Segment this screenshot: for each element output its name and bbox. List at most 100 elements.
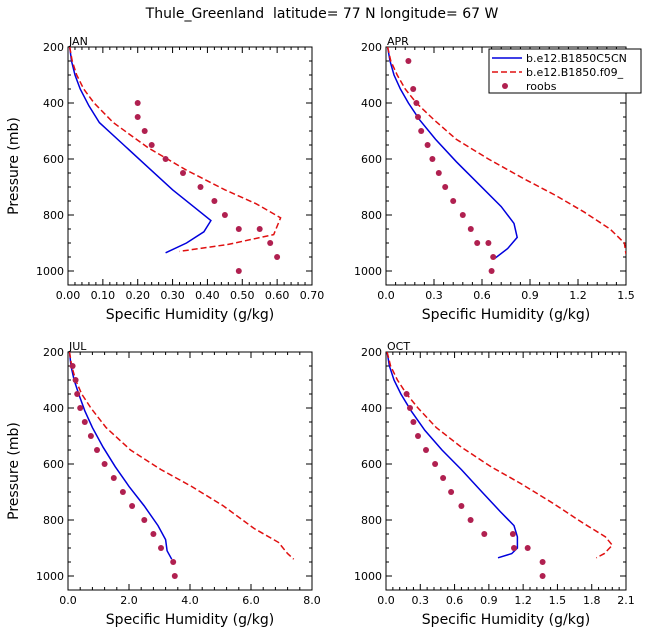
x-tick-label: 6.0 <box>242 594 260 607</box>
obs-point <box>69 363 76 369</box>
plot-frame <box>67 46 313 286</box>
obs-point <box>474 240 481 246</box>
x-tick-label: 1.8 <box>583 594 601 607</box>
y-tick-label: 400 <box>43 97 64 110</box>
obs-point <box>423 447 429 453</box>
x-axis-label: Specific Humidity (g/kg) <box>106 612 274 628</box>
y-tick-label: 200 <box>43 346 64 359</box>
obs-point <box>539 559 546 565</box>
obs-point <box>119 489 126 495</box>
obs-point <box>81 419 88 425</box>
obs-point <box>539 573 546 579</box>
obs-point <box>134 114 141 120</box>
x-tick-label: 1.5 <box>617 289 635 302</box>
x-tick-label: 0.6 <box>473 289 491 302</box>
y-tick-label: 1000 <box>36 570 64 583</box>
plot-area <box>68 47 282 274</box>
obs-point <box>429 156 436 162</box>
x-tick-label: 1.5 <box>549 594 567 607</box>
series-line-b-e12-b1850-f09 <box>386 47 626 255</box>
obs-point <box>490 254 497 260</box>
series-line-b-e12-b1850-f09 <box>386 352 614 559</box>
x-tick-label: 0.40 <box>195 289 220 302</box>
obs-point <box>418 128 425 134</box>
y-tick-label: 1000 <box>354 265 382 278</box>
x-tick-label: 0.9 <box>480 594 498 607</box>
series-line-b-e12-b1850-f09 <box>68 47 282 253</box>
x-tick-label: 0.0 <box>59 594 77 607</box>
x-tick-label: 0.0 <box>377 594 395 607</box>
panel-jan: 0.00 0.10 0.20 0.30 0.40 0.50 0.60 0.70 200 400 60… <box>6 35 324 323</box>
obs-point <box>424 142 431 148</box>
y-tick-label: 800 <box>43 209 64 222</box>
obs-point <box>405 58 412 64</box>
obs-point <box>509 531 516 537</box>
x-tick-label: 1.2 <box>514 594 532 607</box>
obs-point <box>170 559 177 565</box>
obs-point <box>180 170 186 176</box>
obs-point <box>197 184 204 190</box>
obs-point <box>74 391 81 397</box>
plot-area <box>386 352 614 579</box>
obs-point <box>158 545 164 551</box>
obs-point <box>511 545 517 551</box>
y-tick-label: 200 <box>43 41 64 54</box>
obs-point <box>101 461 108 467</box>
obs-point <box>413 100 420 106</box>
series-line-b-e12-b1850c5cn <box>68 352 173 560</box>
obs-point <box>435 170 442 176</box>
obs-point <box>459 212 466 218</box>
obs-point <box>467 517 474 523</box>
obs-point <box>235 226 242 232</box>
y-tick-label: 1000 <box>354 570 382 583</box>
obs-point <box>87 433 94 439</box>
x-axis-label: Specific Humidity (g/kg) <box>106 307 274 323</box>
legend-box <box>488 48 642 94</box>
x-tick-label: 0.6 <box>446 594 464 607</box>
plot-frame <box>385 351 627 591</box>
obs-point <box>410 419 417 425</box>
legend-marker-roobs <box>502 83 508 89</box>
y-tick-label: 800 <box>361 514 382 527</box>
figure-title: Thule_Greenland latitude= 77 N longitude… <box>145 6 499 22</box>
y-tick-label: 800 <box>43 514 64 527</box>
y-axis-label: Pressure (mb) <box>6 422 22 520</box>
panel-title: JAN <box>68 35 88 48</box>
obs-point <box>162 156 169 162</box>
x-tick-label: 0.20 <box>125 289 150 302</box>
x-tick-label: 0.9 <box>521 289 539 302</box>
obs-point <box>274 254 281 260</box>
obs-point <box>134 100 141 106</box>
y-tick-label: 400 <box>43 402 64 415</box>
x-axis-label: Specific Humidity (g/kg) <box>422 307 590 323</box>
x-tick-label: 8.0 <box>303 594 321 607</box>
legend-label: roobs <box>526 80 557 93</box>
obs-point <box>256 226 263 232</box>
x-tick-label: 1.2 <box>569 289 587 302</box>
obs-point <box>235 268 242 274</box>
panel-title: JUL <box>68 340 87 353</box>
obs-point <box>141 128 148 134</box>
x-tick-label: 0.60 <box>265 289 290 302</box>
panel-title: APR <box>387 35 409 48</box>
obs-point <box>148 142 155 148</box>
y-tick-label: 400 <box>361 97 382 110</box>
obs-point <box>481 531 488 537</box>
plot-area <box>386 47 626 274</box>
legend-label: b.e12.B1850.f09_ <box>526 66 624 79</box>
obs-point <box>524 545 531 551</box>
obs-point <box>94 447 100 453</box>
obs-point <box>267 240 274 246</box>
obs-point <box>488 268 495 274</box>
obs-point <box>415 433 421 439</box>
panel-oct: 0.0 0.3 0.6 0.9 1.2 1.5 1.8 2.1 200 400 600 800 1000… <box>354 340 635 628</box>
obs-point <box>141 517 148 523</box>
obs-point <box>440 475 447 481</box>
obs-point <box>77 405 84 411</box>
x-tick-label: 2.0 <box>120 594 138 607</box>
obs-point <box>410 86 417 92</box>
plot-frame <box>67 351 313 591</box>
x-tick-label: 0.10 <box>91 289 116 302</box>
